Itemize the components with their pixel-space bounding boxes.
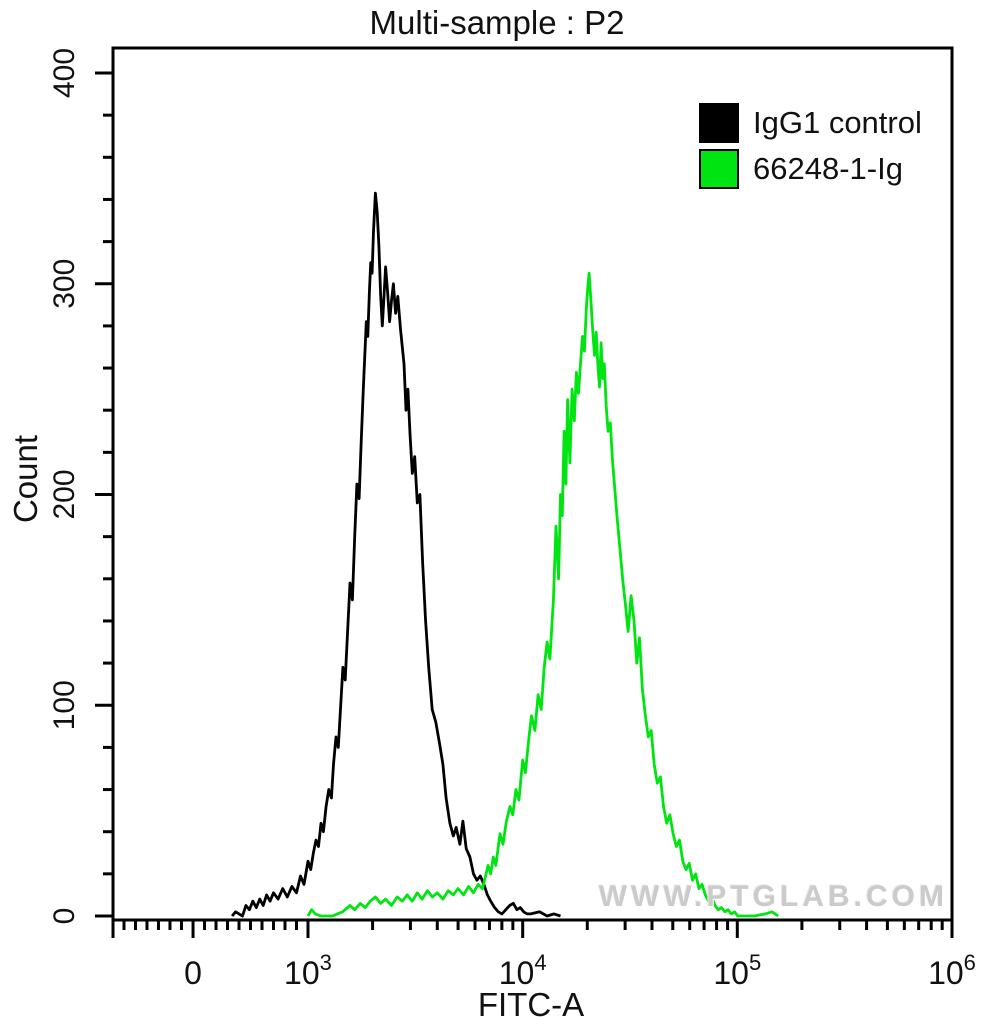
x-tick-label: 106 <box>928 950 976 991</box>
antibody-66248-curve <box>306 271 779 918</box>
watermark-text: WWW.PTGLAB.COM <box>598 880 948 913</box>
x-tick-label: 104 <box>499 950 547 991</box>
legend: IgG1 control 66248-1-Ig <box>699 103 922 189</box>
legend-label-igg1-control: IgG1 control <box>753 105 922 140</box>
igg1-control-swatch-icon <box>699 103 739 143</box>
x-tick-label: 0 <box>184 955 202 991</box>
y-tick-label: 100 <box>48 680 81 730</box>
y-tick-label: 0 <box>48 908 81 925</box>
y-axis-label: Count <box>7 434 44 524</box>
y-axis-ticks: 0 100 200 300 400 <box>48 48 113 924</box>
histogram-curves <box>231 191 779 918</box>
y-tick-label: 200 <box>48 469 81 519</box>
legend-row-66248-1-ig: 66248-1-Ig <box>699 149 922 189</box>
igg1-control-curve <box>231 191 561 918</box>
legend-label-66248-1-ig: 66248-1-Ig <box>753 151 903 186</box>
x-axis-ticks: 0 103 104 105 106 <box>111 920 976 991</box>
x-tick-label: 103 <box>284 950 332 991</box>
legend-row-igg1-control: IgG1 control <box>699 103 922 143</box>
plot-border <box>111 46 954 922</box>
x-tick-label: 105 <box>713 950 761 991</box>
x-axis-label: FITC-A <box>477 986 585 1023</box>
chart-title: Multi-sample : P2 <box>369 4 625 41</box>
y-tick-label: 300 <box>48 259 81 309</box>
y-tick-label: 400 <box>48 48 81 98</box>
antibody-66248-swatch-icon <box>699 149 739 189</box>
